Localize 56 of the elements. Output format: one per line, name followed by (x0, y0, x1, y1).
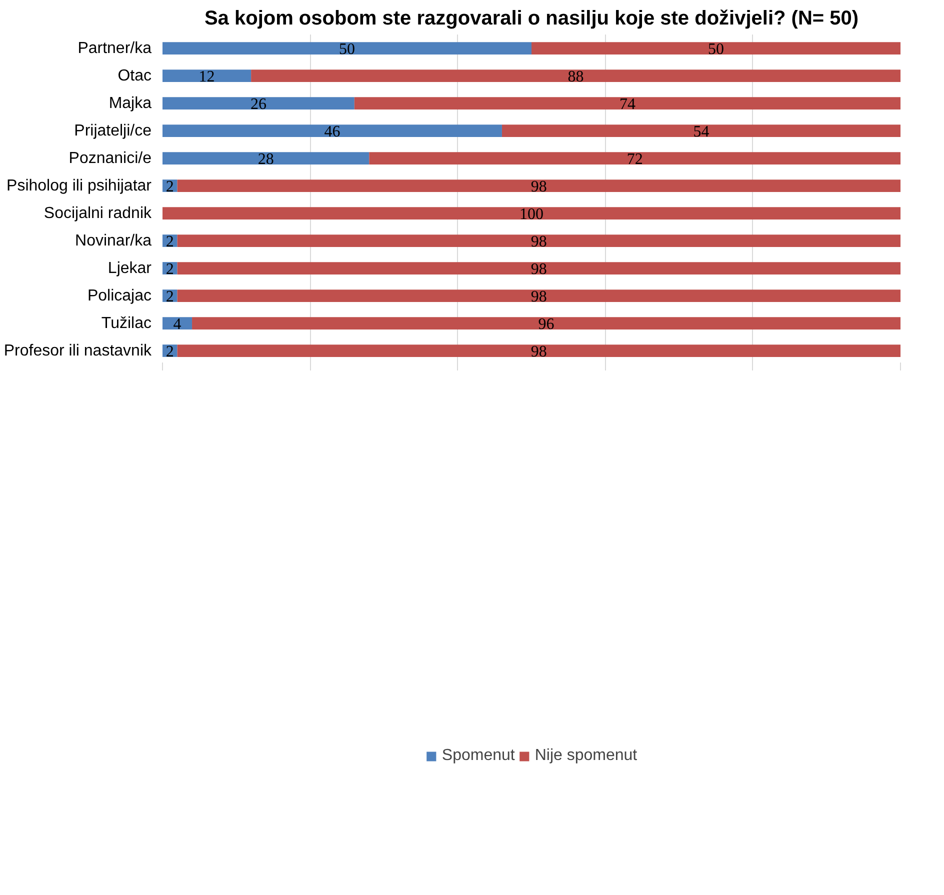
y-tick-label: Tužilac (101, 314, 152, 332)
bar (192, 317, 900, 330)
data-label: 54 (693, 123, 710, 140)
data-label: 2 (166, 288, 174, 306)
bar (177, 290, 900, 302)
bar (502, 124, 900, 137)
data-label: 2 (166, 260, 174, 278)
bar (177, 262, 900, 274)
bar (251, 70, 900, 82)
bar (162, 317, 192, 330)
data-label: 4 (173, 316, 182, 333)
data-label: 72 (626, 150, 643, 168)
chart-title: Sa kojom osobom ste razgovarali o nasilju koje ste doživjeli? (N= 50) (204, 8, 859, 30)
y-tick-label: Prijatelji/ce (74, 122, 152, 140)
bar (162, 42, 532, 54)
bar (177, 344, 900, 357)
data-label: 46 (324, 123, 340, 140)
bar (177, 234, 900, 247)
bar (369, 152, 900, 164)
bar (162, 70, 252, 82)
y-tick-label: Partner/ka (78, 40, 152, 57)
legend-label: Spomenut (442, 746, 515, 764)
data-label: 28 (258, 150, 274, 168)
y-tick-label: Profesor ili nastavnik (4, 342, 152, 360)
data-label: 98 (530, 260, 547, 278)
data-label: 96 (538, 316, 554, 333)
data-label: 74 (619, 96, 636, 113)
y-tick-label: Policajac (87, 287, 152, 304)
y-tick-label: Socijalni radnik (44, 204, 152, 222)
bar (354, 97, 900, 110)
data-label: 100 (520, 206, 544, 223)
data-label: 50 (708, 40, 724, 58)
bar (162, 152, 370, 164)
y-tick-label: Novinar/ka (75, 232, 152, 250)
bar (177, 180, 900, 192)
data-label: 98 (530, 288, 547, 306)
data-label: 98 (530, 343, 547, 360)
data-label: 98 (530, 178, 547, 196)
data-label: 2 (166, 178, 174, 196)
data-label: 88 (568, 68, 584, 86)
data-label: 26 (250, 96, 266, 113)
y-tick-label: Otac (118, 67, 152, 84)
data-label: 2 (166, 343, 174, 360)
y-tick-label: Majka (108, 94, 152, 112)
legend-label: Nije spomenut (534, 746, 638, 764)
data-label: 2 (166, 233, 174, 250)
bar (162, 207, 900, 220)
y-tick-label: Poznanici/e (68, 150, 152, 167)
y-tick-label: Psiholog ili psihijatar (6, 177, 152, 194)
bar (162, 97, 354, 110)
data-label: 98 (530, 233, 547, 250)
data-label: 50 (339, 40, 355, 58)
data-label: 12 (198, 68, 215, 86)
bar (162, 124, 502, 137)
bar (532, 42, 900, 54)
y-tick-label: Ljekar (108, 260, 152, 277)
